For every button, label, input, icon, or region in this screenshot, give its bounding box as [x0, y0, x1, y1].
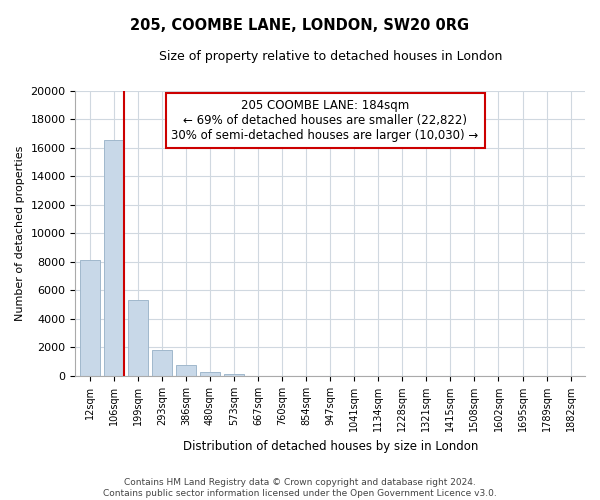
- Bar: [104, 140, 124, 376]
- Bar: [128, 300, 148, 376]
- Bar: [152, 350, 172, 376]
- Text: 205, COOMBE LANE, LONDON, SW20 0RG: 205, COOMBE LANE, LONDON, SW20 0RG: [130, 18, 470, 32]
- Text: Contains HM Land Registry data © Crown copyright and database right 2024.
Contai: Contains HM Land Registry data © Crown c…: [103, 478, 497, 498]
- Y-axis label: Number of detached properties: Number of detached properties: [15, 146, 25, 321]
- Bar: [176, 365, 196, 376]
- X-axis label: Distribution of detached houses by size in London: Distribution of detached houses by size …: [182, 440, 478, 452]
- Bar: [200, 372, 220, 376]
- Text: 205 COOMBE LANE: 184sqm
← 69% of detached houses are smaller (22,822)
30% of sem: 205 COOMBE LANE: 184sqm ← 69% of detache…: [172, 99, 479, 142]
- Title: Size of property relative to detached houses in London: Size of property relative to detached ho…: [158, 50, 502, 63]
- Bar: [80, 260, 100, 376]
- Bar: [224, 374, 244, 376]
